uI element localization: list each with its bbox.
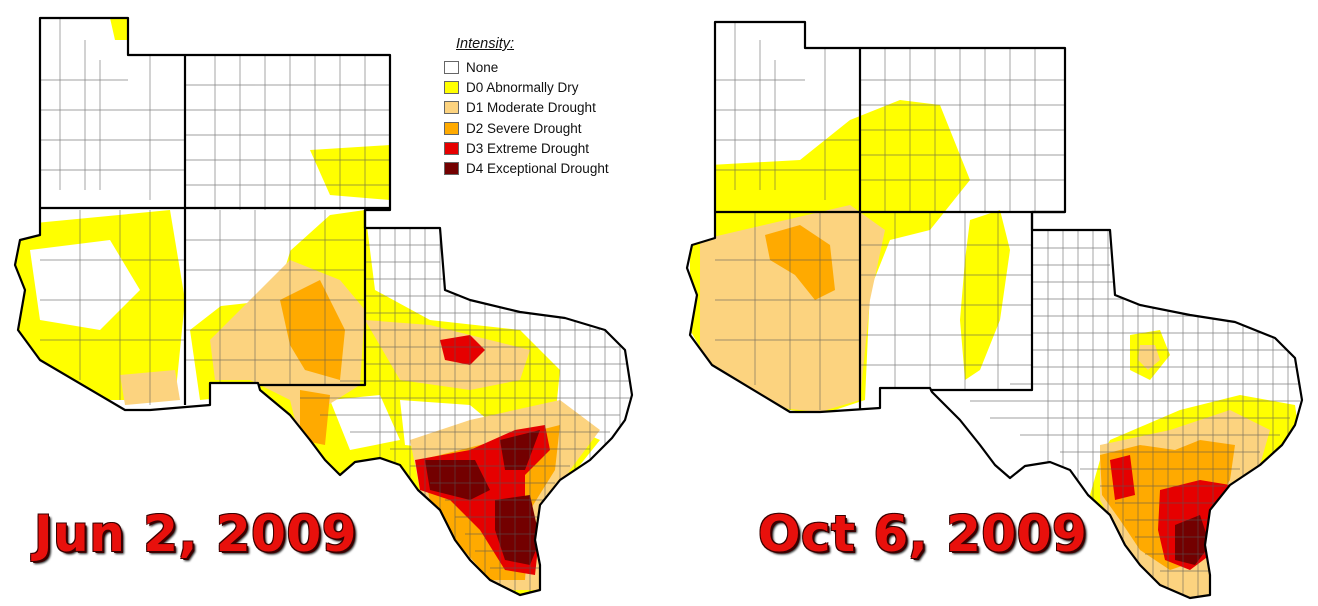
legend-item-d1: D1 Moderate Drought [444,98,674,118]
d1-area [1138,345,1160,370]
legend-swatch [444,162,459,176]
d3-area [440,335,485,365]
legend-swatch [444,121,459,135]
legend-label: D4 Exceptional Drought [466,161,609,177]
d2-area [765,225,835,300]
d0-area [110,18,128,40]
legend-label: D2 Severe Drought [466,120,582,136]
map-date-label: Oct 6, 2009 [758,505,1088,563]
legend-label: D0 Abnormally Dry [466,79,579,95]
legend-item-none: None [444,57,674,77]
state-border [13,16,634,597]
d4-area [495,495,540,565]
d0-area [960,210,1010,380]
d1-area [700,205,885,412]
state-border [685,20,1304,600]
legend-item-d2: D2 Severe Drought [444,118,674,138]
d0-area [310,145,390,200]
d4-area [425,460,490,500]
legend-item-d4: D4 Exceptional Drought [444,158,674,178]
map-date-label: Jun 2, 2009 [34,505,358,563]
d3-area [1110,455,1135,500]
legend-item-d0: D0 Abnormally Dry [444,77,674,97]
drought-map-oct-2009 [670,0,1318,606]
legend-label: None [466,59,499,75]
legend-label: D3 Extreme Drought [466,140,590,156]
legend-swatch [444,60,459,74]
d2-area [300,390,330,445]
drought-map-jun-2009 [13,16,634,597]
legend-swatch [444,101,459,115]
legend-label: D1 Moderate Drought [466,100,596,116]
d4-area [1175,515,1210,565]
legend-item-d3: D3 Extreme Drought [444,138,674,158]
legend-swatch [444,141,459,155]
legend-title: Intensity: [456,36,515,52]
drought-intensity-legend: Intensity: None D0 Abnormally Dry D1 Mod… [444,36,674,179]
legend-swatch [444,80,459,94]
